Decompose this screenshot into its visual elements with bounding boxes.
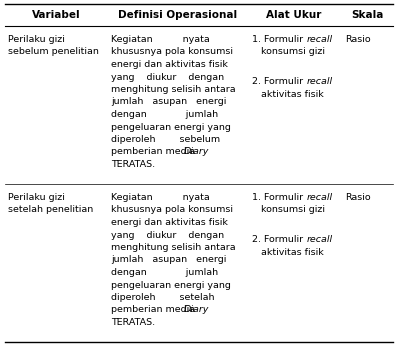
Text: jumlah   asupan   energi: jumlah asupan energi xyxy=(111,256,226,265)
Text: menghitung selisih antara: menghitung selisih antara xyxy=(111,85,236,94)
Text: menghitung selisih antara: menghitung selisih antara xyxy=(111,243,236,252)
Text: Kegiatan          nyata: Kegiatan nyata xyxy=(111,193,210,202)
Text: 2. Formulir: 2. Formulir xyxy=(252,77,306,87)
Text: Skala: Skala xyxy=(351,10,383,20)
Text: TERATAS.: TERATAS. xyxy=(111,160,155,169)
Text: Perilaku gizi: Perilaku gizi xyxy=(8,35,65,44)
Text: 2. Formulir: 2. Formulir xyxy=(252,236,306,245)
Text: yang    diukur    dengan: yang diukur dengan xyxy=(111,231,224,240)
Text: Alat Ukur: Alat Ukur xyxy=(266,10,322,20)
Text: aktivitas fisik: aktivitas fisik xyxy=(252,248,324,257)
Text: TERATAS.: TERATAS. xyxy=(111,318,155,327)
Text: Diary: Diary xyxy=(184,305,209,314)
Text: Perilaku gizi: Perilaku gizi xyxy=(8,193,65,202)
Text: khususnya pola konsumsi: khususnya pola konsumsi xyxy=(111,205,233,214)
Text: konsumsi gizi: konsumsi gizi xyxy=(252,205,325,214)
Text: Definisi Operasional: Definisi Operasional xyxy=(119,10,238,20)
Text: energi dan aktivitas fisik: energi dan aktivitas fisik xyxy=(111,60,228,69)
Text: 1. Formulir: 1. Formulir xyxy=(252,193,306,202)
Text: Diary: Diary xyxy=(184,147,209,156)
Text: recall: recall xyxy=(306,35,333,44)
Text: Rasio: Rasio xyxy=(345,35,371,44)
Text: recall: recall xyxy=(306,193,333,202)
Text: dengan             jumlah: dengan jumlah xyxy=(111,110,218,119)
Text: Variabel: Variabel xyxy=(32,10,80,20)
Text: pemberian media: pemberian media xyxy=(111,147,198,156)
Text: yang    diukur    dengan: yang diukur dengan xyxy=(111,73,224,82)
Text: jumlah   asupan   energi: jumlah asupan energi xyxy=(111,97,226,106)
Text: energi dan aktivitas fisik: energi dan aktivitas fisik xyxy=(111,218,228,227)
Text: pengeluaran energi yang: pengeluaran energi yang xyxy=(111,281,231,290)
Text: Kegiatan          nyata: Kegiatan nyata xyxy=(111,35,210,44)
Text: Rasio: Rasio xyxy=(345,193,371,202)
Text: dengan             jumlah: dengan jumlah xyxy=(111,268,218,277)
Text: konsumsi gizi: konsumsi gizi xyxy=(252,48,325,57)
Text: pengeluaran energi yang: pengeluaran energi yang xyxy=(111,122,231,131)
Text: recall: recall xyxy=(306,236,333,245)
Text: pemberian media: pemberian media xyxy=(111,305,198,314)
Text: diperoleh        sebelum: diperoleh sebelum xyxy=(111,135,220,144)
Text: sebelum penelitian: sebelum penelitian xyxy=(8,48,99,57)
Text: diperoleh        setelah: diperoleh setelah xyxy=(111,293,215,302)
Text: setelah penelitian: setelah penelitian xyxy=(8,205,93,214)
Text: khususnya pola konsumsi: khususnya pola konsumsi xyxy=(111,48,233,57)
Text: recall: recall xyxy=(306,77,333,87)
Text: aktivitas fisik: aktivitas fisik xyxy=(252,90,324,99)
Text: 1. Formulir: 1. Formulir xyxy=(252,35,306,44)
